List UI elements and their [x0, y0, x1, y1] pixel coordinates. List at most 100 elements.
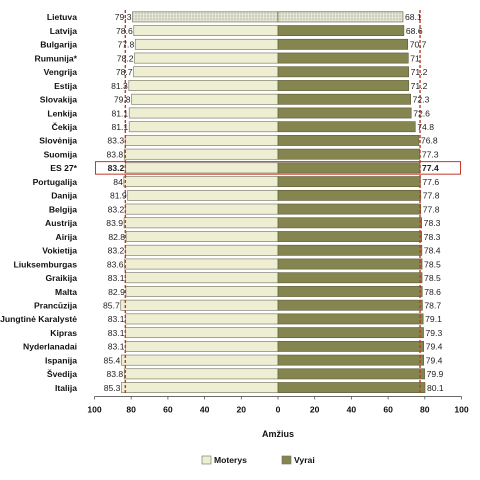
value-label-vyrai: 70.7 — [410, 40, 427, 50]
category-label: Vengrija — [44, 67, 78, 77]
bar-vyrai — [277, 52, 409, 64]
category-label: Austrija — [45, 218, 77, 228]
bar-vyrai — [277, 272, 423, 284]
value-label-moterys: 81.1 — [111, 108, 128, 118]
value-label-vyrai: 76.8 — [421, 136, 438, 146]
category-label: Portugalija — [33, 177, 78, 187]
value-label-vyrai: 77.4 — [422, 163, 439, 173]
bar-moterys — [134, 52, 279, 64]
value-label-moterys: 83.1 — [108, 342, 125, 352]
category-label: Švedija — [47, 368, 77, 379]
bar-moterys — [121, 382, 279, 393]
value-label-vyrai: 78.5 — [424, 259, 441, 269]
category-label: ES 27* — [50, 163, 77, 173]
value-label-vyrai: 71.2 — [411, 67, 428, 77]
x-tick-label: 0 — [276, 404, 281, 414]
category-label: Slovėnija — [39, 136, 77, 146]
value-label-moterys: 77.8 — [118, 40, 135, 50]
bar-moterys — [125, 272, 279, 284]
bar-moterys — [120, 354, 279, 366]
value-label-moterys: 83.1 — [108, 328, 125, 338]
bar-vyrai — [277, 66, 409, 78]
value-label-vyrai: 77.8 — [423, 204, 440, 214]
category-label: Čekija — [52, 121, 78, 132]
value-label-moterys: 79.8 — [114, 95, 131, 105]
value-label-vyrai: 78.4 — [424, 246, 441, 256]
bar-moterys — [128, 121, 279, 133]
value-label-moterys: 83.8 — [106, 149, 123, 159]
bar-moterys — [128, 80, 279, 91]
bar-moterys — [134, 38, 279, 50]
x-tick-label: 60 — [383, 404, 393, 414]
bar-vyrai — [277, 189, 422, 201]
value-label-moterys: 79.3 — [115, 12, 132, 22]
value-label-vyrai: 78.7 — [424, 300, 441, 310]
value-label-vyrai: 71.2 — [411, 81, 428, 91]
bar-vyrai — [277, 286, 423, 297]
bar-moterys — [125, 203, 279, 215]
value-label-moterys: 85.3 — [104, 383, 121, 393]
value-label-moterys: 78.2 — [117, 53, 134, 63]
x-tick-label: 20 — [237, 404, 247, 414]
x-tick-label: 80 — [420, 404, 430, 414]
legend: Moterys Vyrai — [201, 455, 315, 465]
value-label-moterys: 85.7 — [103, 300, 120, 310]
category-label: Malta — [55, 287, 77, 297]
value-label-vyrai: 78.5 — [424, 273, 441, 283]
bar-moterys — [125, 327, 279, 339]
value-label-vyrai: 72.6 — [413, 108, 430, 118]
bar-vyrai — [277, 258, 423, 270]
value-label-moterys: 81.3 — [111, 81, 128, 91]
bar-vyrai — [277, 340, 424, 352]
bar-moterys — [133, 66, 279, 78]
category-label: Slovakija — [40, 95, 77, 105]
value-label-moterys: 83.2 — [108, 204, 125, 214]
legend-label-moterys: Moterys — [214, 455, 247, 465]
value-label-moterys: 83.3 — [107, 136, 124, 146]
bar-moterys — [125, 244, 279, 256]
bar-vyrai — [277, 299, 423, 311]
value-label-vyrai: 77.8 — [423, 191, 440, 201]
highlight-row — [95, 161, 461, 175]
category-label: Rumunija* — [35, 53, 78, 63]
value-label-vyrai: 68.1 — [405, 12, 422, 22]
value-label-vyrai: 79.4 — [426, 342, 443, 352]
labels-layer: Lietuva 79.3 68.1 Latvija 78.6 68.6 Bulgarija 7… — [0, 12, 444, 393]
bar-moterys — [127, 189, 279, 201]
bar-moterys — [125, 231, 279, 242]
x-tick-label: 100 — [87, 404, 102, 414]
bar-vyrai — [277, 217, 422, 229]
x-tick-label: 20 — [310, 404, 320, 414]
bar-vyrai — [277, 354, 424, 366]
bar-vyrai — [277, 231, 422, 242]
bar-vyrai — [277, 244, 423, 256]
bar-moterys — [125, 340, 279, 352]
x-tick-label: 80 — [126, 404, 136, 414]
value-label-moterys: 83.8 — [106, 369, 123, 379]
category-label: Airija — [56, 232, 78, 242]
legend-swatch-moterys — [201, 455, 212, 465]
value-label-moterys: 81.9 — [110, 191, 127, 201]
category-label: Kipras — [50, 328, 77, 338]
bar-vyrai — [277, 162, 421, 174]
category-label: Liuksemburgas — [13, 259, 77, 269]
bar-moterys — [133, 25, 279, 36]
value-label-vyrai: 68.6 — [406, 26, 423, 36]
x-tick-label: 60 — [163, 404, 173, 414]
category-label: Suomija — [44, 149, 78, 159]
bar-vyrai — [277, 25, 405, 36]
bar-moterys — [123, 217, 279, 229]
bar-vyrai — [277, 148, 421, 160]
x-tick-label: 40 — [200, 404, 210, 414]
legend-swatch-vyrai — [281, 455, 292, 465]
bar-vyrai — [277, 80, 409, 91]
value-label-moterys: 78.7 — [116, 67, 133, 77]
value-label-vyrai: 79.4 — [426, 355, 443, 365]
value-label-vyrai: 78.3 — [424, 232, 441, 242]
bar-moterys — [125, 162, 279, 174]
category-label: Prancūzija — [34, 300, 77, 310]
value-label-moterys: 78.6 — [116, 26, 133, 36]
bar-moterys — [124, 135, 279, 146]
value-label-moterys: 82.9 — [108, 287, 125, 297]
